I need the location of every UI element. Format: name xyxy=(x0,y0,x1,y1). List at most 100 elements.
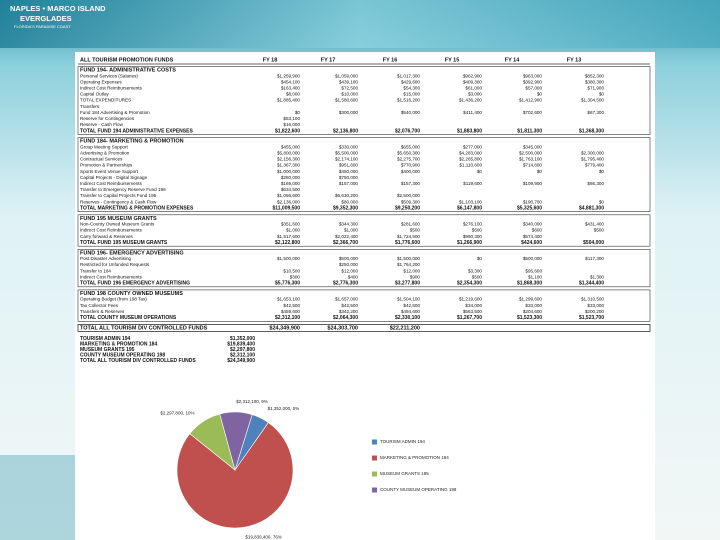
cell-value: $500 xyxy=(472,274,483,279)
cell-label: Reserve for Contingencies xyxy=(80,116,135,121)
cell-value: $1,523,300 xyxy=(517,315,542,321)
cell-value: $9,352,300 xyxy=(333,206,358,212)
cell-value: $454,100 xyxy=(281,79,301,84)
cell-value: $24,349,900 xyxy=(269,325,300,331)
document-page xyxy=(75,52,655,540)
cell-value: $300 xyxy=(290,274,301,279)
cell-value: $1,811,300 xyxy=(517,128,542,134)
cell-value: $1,368,300 xyxy=(579,128,604,134)
cell-value: $1,724,500 xyxy=(397,234,420,239)
cell-value: $72,500 xyxy=(341,86,358,91)
cell-label: Operating Budget (from 198 Tax) xyxy=(80,297,147,302)
cell-value: $53,100 xyxy=(283,116,300,121)
cell-value: $3,277,800 xyxy=(395,281,420,287)
legend-swatch xyxy=(372,471,377,477)
cell-label: Capital Outlay xyxy=(80,92,110,97)
cell-value: $509,300 xyxy=(401,199,421,204)
cell-value: $5,500,000 xyxy=(335,151,358,156)
cell-value: $1,500,000 xyxy=(277,256,300,261)
cell-value: $574,400 xyxy=(523,234,543,239)
cell-value: $42,500 xyxy=(283,303,300,308)
cell-value: $8,000 xyxy=(286,92,300,97)
cell-value: $500,000 xyxy=(339,256,359,261)
cell-value: $1,219,600 xyxy=(459,297,482,302)
cell-value: $702,600 xyxy=(523,110,543,115)
cell-value: $1,100 xyxy=(528,274,542,279)
cell-value: $2,122,800 xyxy=(275,240,300,246)
cell-value: $57,000 xyxy=(525,86,542,91)
cell-label: Transfers & Reserves xyxy=(80,309,125,314)
cell-value: $990,300 xyxy=(463,234,483,239)
cell-value: $450,000 xyxy=(339,169,359,174)
cell-label: Contractual Services xyxy=(80,157,123,162)
cell-value: $1,304,500 xyxy=(581,98,604,103)
cell-value: $1,000,000 xyxy=(277,169,300,174)
legend-label: MUSEUM GRANTS 195 xyxy=(380,471,429,476)
cell-value: $409,300 xyxy=(463,79,483,84)
cell-label: TOTAL EXPENDITURES xyxy=(80,98,131,103)
cell-value: $300,000 xyxy=(339,110,359,115)
cell-value: $2,330,100 xyxy=(395,315,420,321)
cell-label: Capital Projects - Digital Signage xyxy=(80,175,148,180)
cell-value: $500 xyxy=(410,228,421,233)
cell-value: $459,600 xyxy=(281,309,301,314)
cell-value: $9,250,200 xyxy=(395,206,420,212)
cell-value: $852,300 xyxy=(585,73,605,78)
cell-value: $33,000 xyxy=(525,303,542,308)
cell-value: $119,600 xyxy=(463,181,482,186)
cell-label: Reserves - Contingency & Cash Flow xyxy=(80,199,157,204)
cell-label: Operating Expenses xyxy=(80,79,122,84)
cell-value: $344,300 xyxy=(339,222,359,227)
section-title: FUND 196- EMERGENCY ADVERTISING xyxy=(80,250,184,256)
logo-line2: EVERGLADES xyxy=(20,14,72,23)
cell-value: $455,000 xyxy=(281,144,301,149)
cell-value: $1,653,100 xyxy=(277,297,300,302)
cell-value: $204,600 xyxy=(523,309,543,314)
cell-value: $6,147,800 xyxy=(457,206,482,212)
cell-label: Personal Services (Salaries) xyxy=(80,73,138,78)
cell-value: $1,110,600 xyxy=(459,163,482,168)
cell-label: Advertising & Promotion xyxy=(80,151,130,156)
column-header: ALL TOURISM PROMOTION FUNDS xyxy=(80,57,174,63)
cell-value: $1,017,300 xyxy=(397,73,420,78)
cell-value: $1,056,600 xyxy=(277,193,300,198)
cell-value: $117,300 xyxy=(585,256,604,261)
cell-label: Indirect Cost Reimbursements xyxy=(80,228,142,233)
legend-label: COUNTY MUSEUM OPERATING 198 xyxy=(380,487,457,492)
column-header: FY 16 xyxy=(383,57,398,63)
section-box xyxy=(77,66,651,135)
cell-value: $500,000 xyxy=(523,256,543,261)
cell-label: TOTAL ALL TOURISM DIV CONTROLLED FUNDS xyxy=(80,325,208,331)
cell-label: Reserve - Cash Flow xyxy=(80,122,124,127)
budget-table: ALL TOURISM PROMOTION FUNDS FY 18 FY 17 FY … xyxy=(77,57,651,332)
cell-value: $540,000 xyxy=(401,110,421,115)
cell-value: $5,776,300 xyxy=(275,281,300,287)
cell-value: $962,900 xyxy=(463,73,483,78)
section-box xyxy=(77,249,651,288)
cell-value: $2,136,000 xyxy=(277,199,300,204)
cell-value: $24,303,700 xyxy=(327,325,358,331)
cell-value: $95,600 xyxy=(525,268,542,273)
cell-value: $157,300 xyxy=(401,181,421,186)
slice-label: $1,352,000, 5% xyxy=(268,406,300,411)
section-title: FUND 195 MUSEUM GRANTS xyxy=(80,216,157,222)
cell-value: $15,000 xyxy=(403,92,420,97)
cell-value: $61,000 xyxy=(465,86,482,91)
section-title: FUND 184- MARKETING & PROMOTION xyxy=(80,139,184,145)
cell-value: $2,500,000 xyxy=(519,151,542,156)
legend-swatch xyxy=(372,439,377,445)
section-title: FUND 194- ADMINISTRATIVE COSTS xyxy=(80,67,176,73)
cell-value: $33,000 xyxy=(587,303,604,308)
summary-value: $24,349,900 xyxy=(227,358,255,364)
cell-value: $42,500 xyxy=(403,303,420,308)
cell-value: $1,500,000 xyxy=(397,256,420,261)
cell-value: $0 xyxy=(599,169,605,174)
cell-label: Post Disaster Advertising xyxy=(80,256,132,261)
cell-value: $1,000 xyxy=(286,228,300,233)
cell-label: Transfer to 184 xyxy=(80,268,111,273)
cell-value: $1,367,300 xyxy=(277,163,300,168)
cell-value: $714,600 xyxy=(523,163,543,168)
summary-value: $19,839,400 xyxy=(227,342,255,348)
cell-value: $2,174,100 xyxy=(335,157,358,162)
